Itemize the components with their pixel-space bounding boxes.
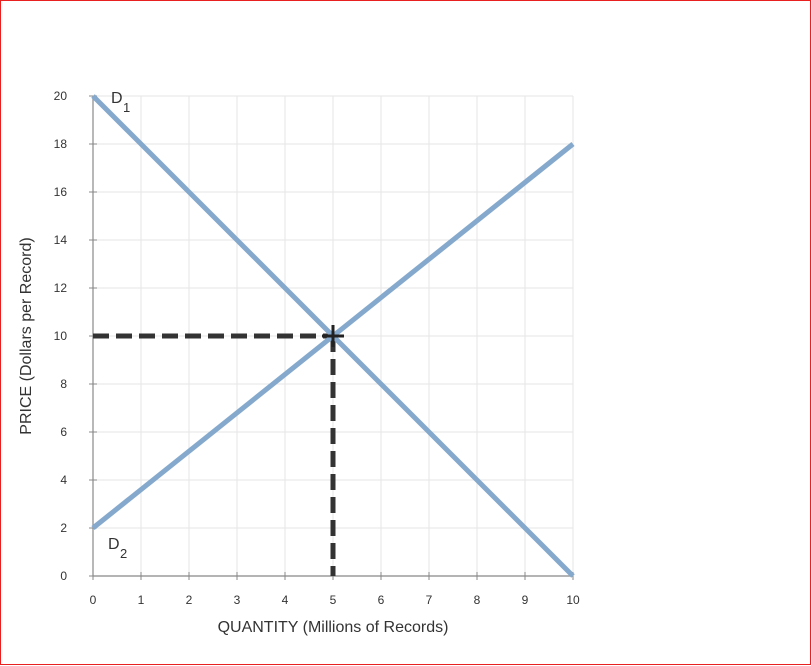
series-label-sub-d2: 2 <box>120 546 127 561</box>
x-tick-label-6: 6 <box>378 593 385 607</box>
y-tick-label-5: 10 <box>54 329 68 343</box>
x-tick-label-3: 3 <box>234 593 241 607</box>
x-tick-label-0: 0 <box>90 593 97 607</box>
x-tick-label-1: 1 <box>138 593 145 607</box>
y-axis-label: PRICE (Dollars per Record) <box>18 237 35 434</box>
x-tick-label-7: 7 <box>426 593 433 607</box>
series-label-d1: D <box>111 90 123 107</box>
series-label-sub-d1: 1 <box>123 100 130 115</box>
x-tick-label-10: 10 <box>566 593 580 607</box>
y-tick-label-1: 2 <box>60 521 67 535</box>
x-tick-label-9: 9 <box>522 593 529 607</box>
y-tick-label-0: 0 <box>60 569 67 583</box>
x-axis-label: QUANTITY (Millions of Records) <box>218 619 449 636</box>
equilibrium-marker-group <box>322 325 344 347</box>
x-tick-label-5: 5 <box>330 593 337 607</box>
y-tick-label-7: 14 <box>54 233 68 247</box>
x-tick-label-2: 2 <box>186 593 193 607</box>
equilibrium-guides <box>93 333 336 576</box>
y-tick-label-9: 18 <box>54 137 68 151</box>
y-tick-label-4: 8 <box>60 377 67 391</box>
series-label-d2: D <box>108 536 120 553</box>
y-tick-label-8: 16 <box>54 185 68 199</box>
y-tick-label-2: 4 <box>60 473 67 487</box>
x-tick-label-4: 4 <box>282 593 289 607</box>
y-tick-label-3: 6 <box>60 425 67 439</box>
y-tick-label-6: 12 <box>54 281 68 295</box>
y-tick-label-10: 20 <box>54 89 68 103</box>
x-tick-label-8: 8 <box>474 593 481 607</box>
